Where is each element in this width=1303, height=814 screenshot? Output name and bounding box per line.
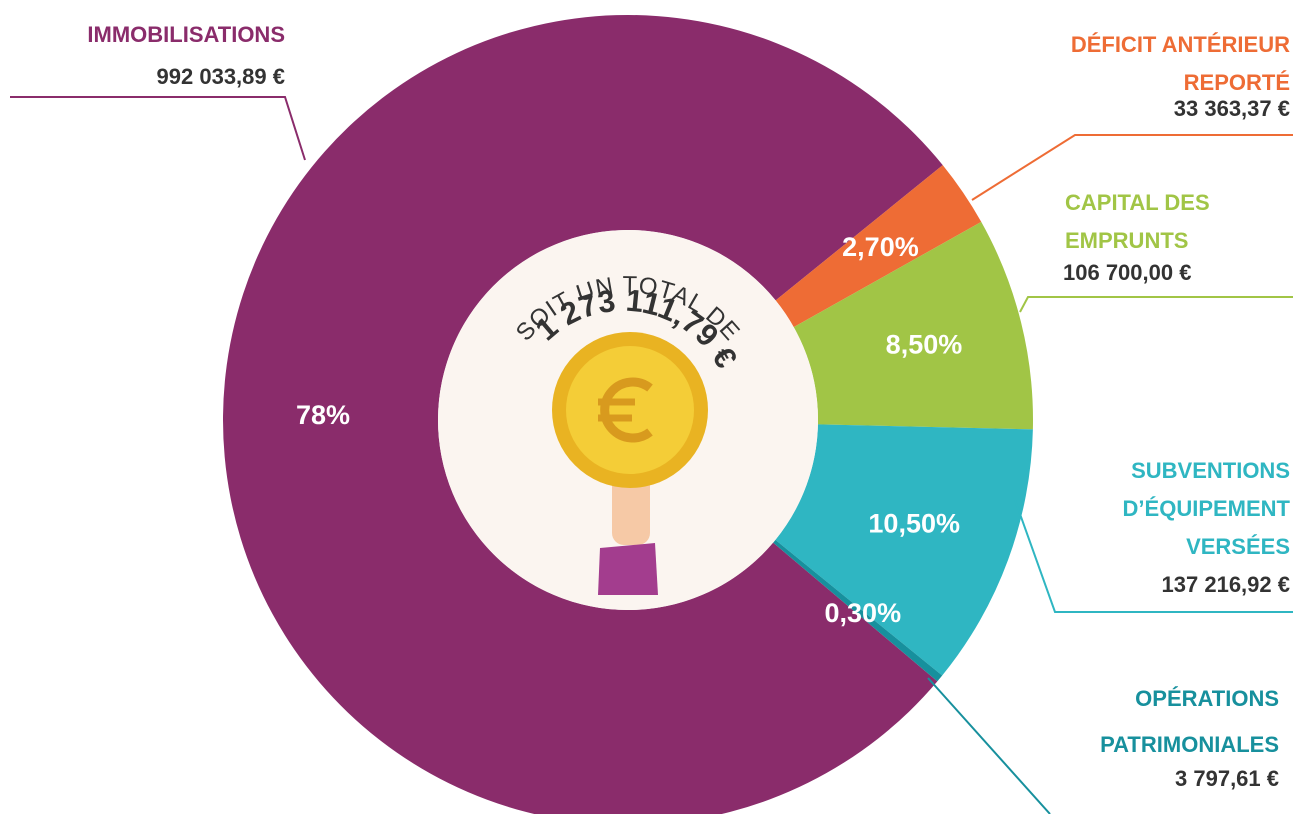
percent-label: 0,30% <box>825 598 902 628</box>
slice <box>775 424 1033 676</box>
slice <box>223 15 943 814</box>
sleeve <box>598 543 658 595</box>
leader-line <box>927 677 1051 814</box>
amount-label: 33 363,37 € <box>1173 96 1290 121</box>
leader-line <box>10 96 306 161</box>
coin-face <box>566 346 694 474</box>
category-label: OPÉRATIONS PATRIMONIALES <box>1100 686 1279 757</box>
percent-label: 2,70% <box>842 232 919 262</box>
percent-label: 10,50% <box>868 509 960 539</box>
category-label: SUBVENTIONS D’ÉQUIPEMENT VERSÉES <box>1122 458 1290 559</box>
slices <box>223 15 1033 814</box>
leader-line <box>1014 499 1293 613</box>
slice <box>773 539 943 682</box>
amount-label: 992 033,89 € <box>156 64 285 89</box>
amount-label: 3 797,61 € <box>1175 766 1279 791</box>
percent-label: 78% <box>296 400 350 430</box>
amount-label: 137 216,92 € <box>1161 572 1290 597</box>
category-label: CAPITAL DES EMPRUNTS <box>1065 190 1210 253</box>
leader-line <box>1019 296 1293 313</box>
slice <box>775 165 982 328</box>
amount-label: 106 700,00 € <box>1063 260 1192 285</box>
percent-label: 8,50% <box>886 329 963 359</box>
category-label: DÉFICIT ANTÉRIEUR REPORTÉ <box>1070 32 1290 95</box>
euro-icon <box>600 377 653 443</box>
category-label: IMMOBILISATIONS <box>87 22 285 47</box>
leader-line <box>971 134 1293 201</box>
slice <box>793 221 1033 430</box>
